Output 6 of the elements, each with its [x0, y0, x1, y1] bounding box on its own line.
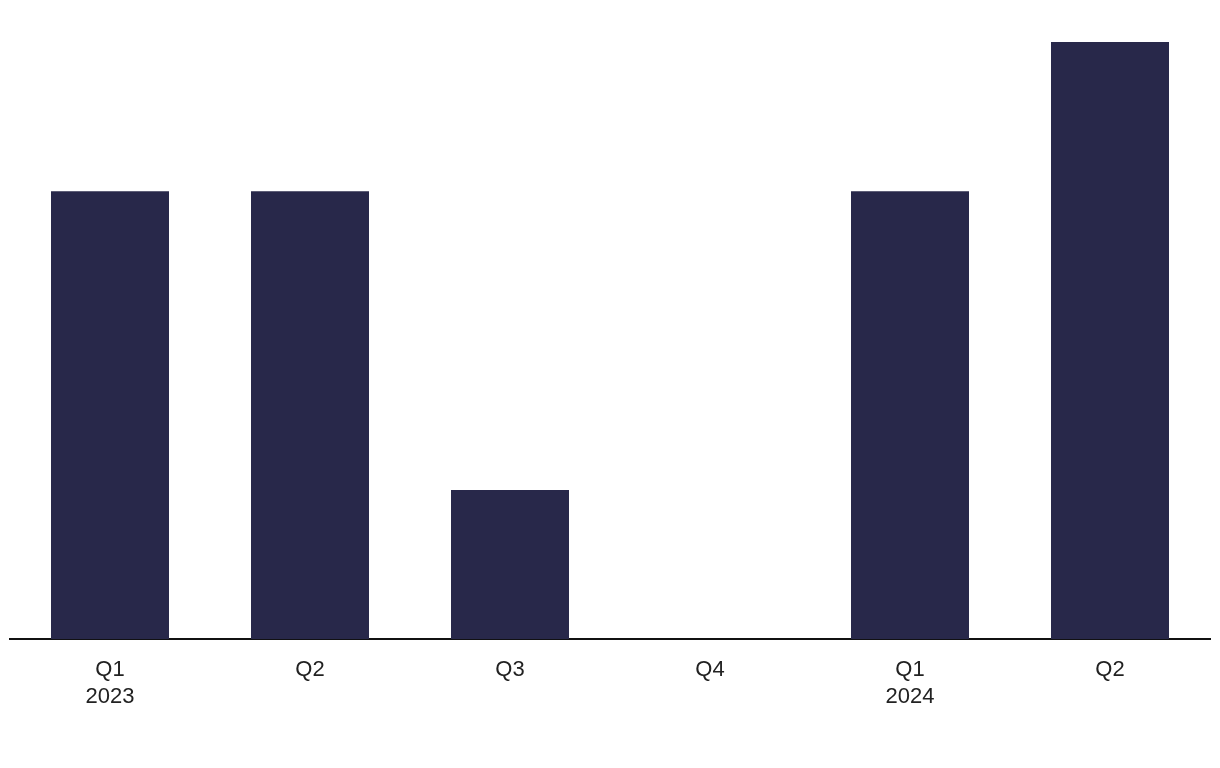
x-tick-label: Q2: [295, 656, 325, 682]
x-tick-label: Q2: [1095, 656, 1125, 682]
x-tick-label: Q1 2023: [85, 656, 135, 708]
x-tick-label: Q1 2024: [885, 656, 935, 708]
x-tick-label: Q4: [695, 656, 725, 682]
x-tick-label: Q3: [495, 656, 525, 682]
